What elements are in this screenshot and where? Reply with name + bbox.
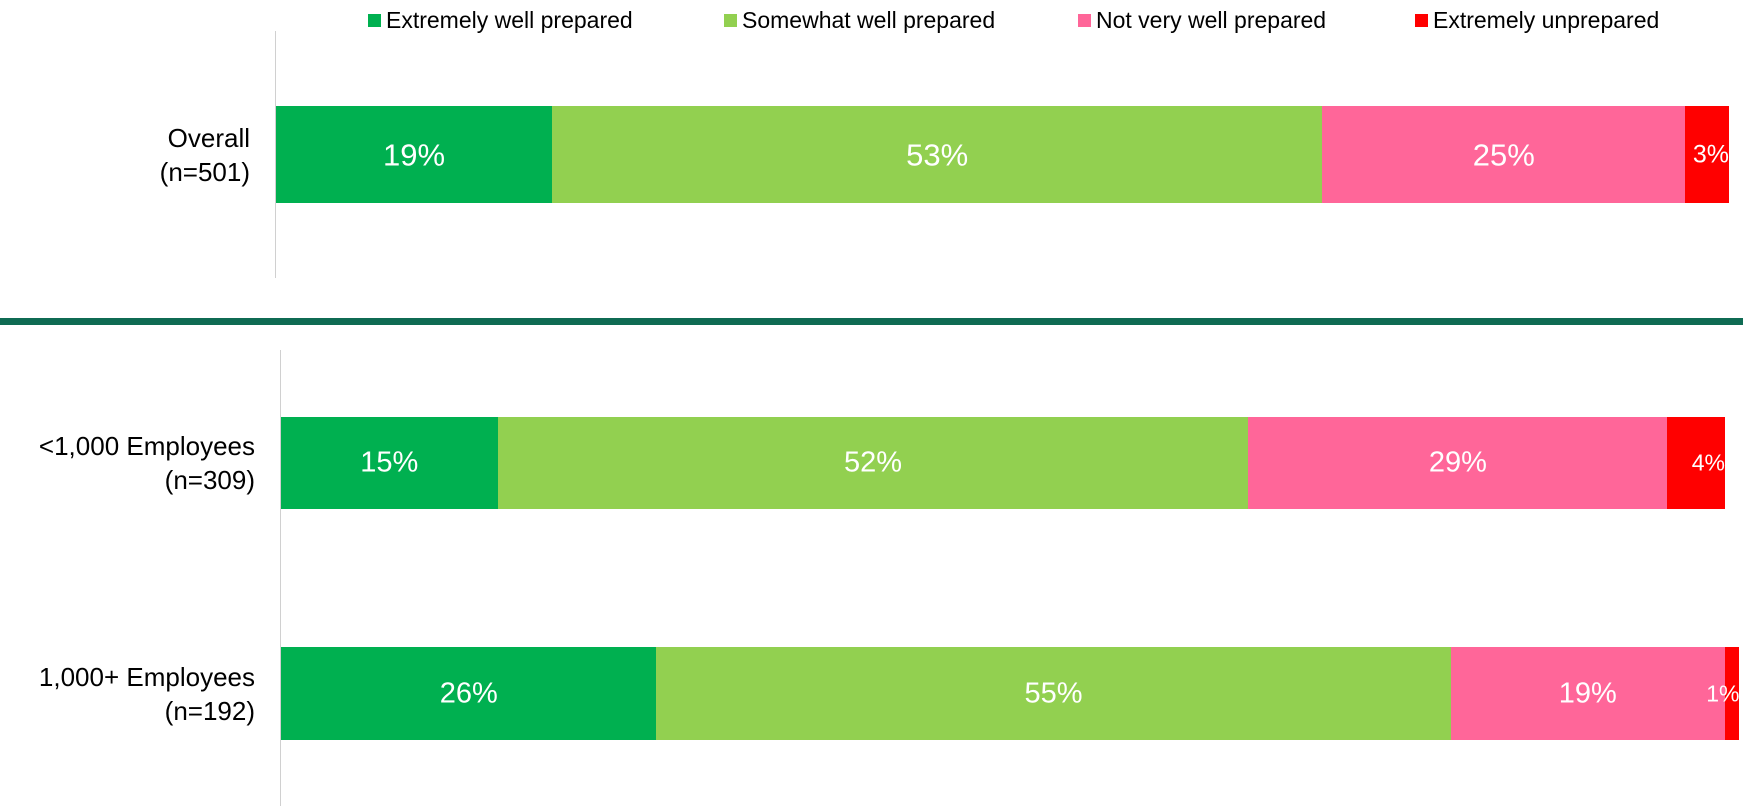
legend-swatch bbox=[1415, 14, 1428, 27]
bar-segment bbox=[1450, 647, 1725, 740]
value-label: 26% bbox=[439, 677, 498, 709]
value-label: 1% bbox=[1706, 680, 1740, 706]
legend-swatch bbox=[1078, 14, 1091, 27]
value-label: 55% bbox=[1024, 677, 1083, 709]
bar-segment bbox=[552, 106, 1323, 203]
legend-label: Extremely unprepared bbox=[1433, 7, 1660, 33]
bar-segment bbox=[281, 417, 498, 509]
value-label: 19% bbox=[383, 137, 446, 172]
category-label: Overall (n=501) bbox=[159, 122, 250, 187]
bar-segment bbox=[1248, 417, 1668, 509]
category-label: <1,000 Employees (n=309) bbox=[38, 431, 255, 495]
axis-line bbox=[280, 350, 281, 806]
legend-label: Somewhat well prepared bbox=[742, 7, 996, 33]
value-label: 15% bbox=[360, 446, 419, 479]
value-label: 52% bbox=[844, 446, 903, 479]
legend-label: Not very well prepared bbox=[1096, 7, 1327, 33]
value-label: 29% bbox=[1428, 446, 1487, 479]
value-label: 4% bbox=[1691, 449, 1725, 476]
bar-segment bbox=[1725, 647, 1740, 740]
bar-segment bbox=[1667, 417, 1725, 509]
value-label: 3% bbox=[1692, 140, 1729, 168]
bar-segment bbox=[656, 647, 1451, 740]
axis-line bbox=[275, 31, 276, 278]
value-label: 53% bbox=[906, 137, 969, 172]
value-label: 25% bbox=[1472, 137, 1535, 172]
bar-segment bbox=[276, 106, 553, 203]
category-label: 1,000+ Employees (n=192) bbox=[38, 661, 255, 726]
legend-label: Extremely well prepared bbox=[386, 7, 633, 33]
legend-swatch bbox=[724, 14, 737, 27]
value-label: 19% bbox=[1558, 677, 1617, 709]
bar-segment bbox=[1685, 106, 1729, 203]
bar-segment bbox=[497, 417, 1249, 509]
bar-segment bbox=[1322, 106, 1686, 203]
legend-swatch bbox=[368, 14, 381, 27]
bar-segment bbox=[281, 647, 657, 740]
separator bbox=[0, 318, 1743, 325]
